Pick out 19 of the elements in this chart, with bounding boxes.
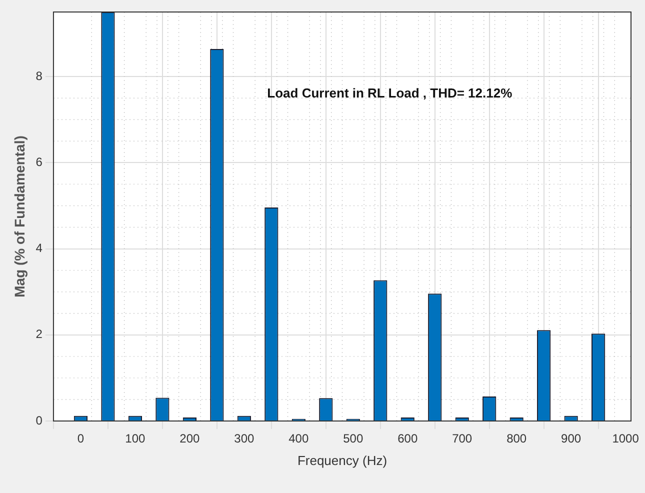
x-tick-label: 700 xyxy=(452,432,472,446)
x-tick-label: 200 xyxy=(180,432,200,446)
x-tick-label: 900 xyxy=(561,432,582,446)
x-tick-label: 1000 xyxy=(612,432,640,446)
x-tick-label: 800 xyxy=(506,432,527,446)
y-tick-label: 6 xyxy=(36,154,43,169)
x-tick-label: 100 xyxy=(125,432,146,446)
y-tick-label: 2 xyxy=(36,327,43,342)
x-tick-label: 0 xyxy=(77,432,84,446)
x-tick-label: 500 xyxy=(343,432,364,446)
x-tick-label: 600 xyxy=(398,432,418,446)
annotation: Load Current in RL Load , THD= 12.12% xyxy=(267,85,513,100)
y-axis-title: Mag (% of Fundamental) xyxy=(11,136,28,298)
x-tick-label: 300 xyxy=(234,432,254,446)
y-tick-label: 4 xyxy=(36,241,43,256)
y-tick-label: 8 xyxy=(36,68,43,83)
y-tick-label: 0 xyxy=(36,413,43,428)
x-tick-label: 400 xyxy=(288,432,309,446)
x-axis-title: Frequency (Hz) xyxy=(297,452,388,468)
